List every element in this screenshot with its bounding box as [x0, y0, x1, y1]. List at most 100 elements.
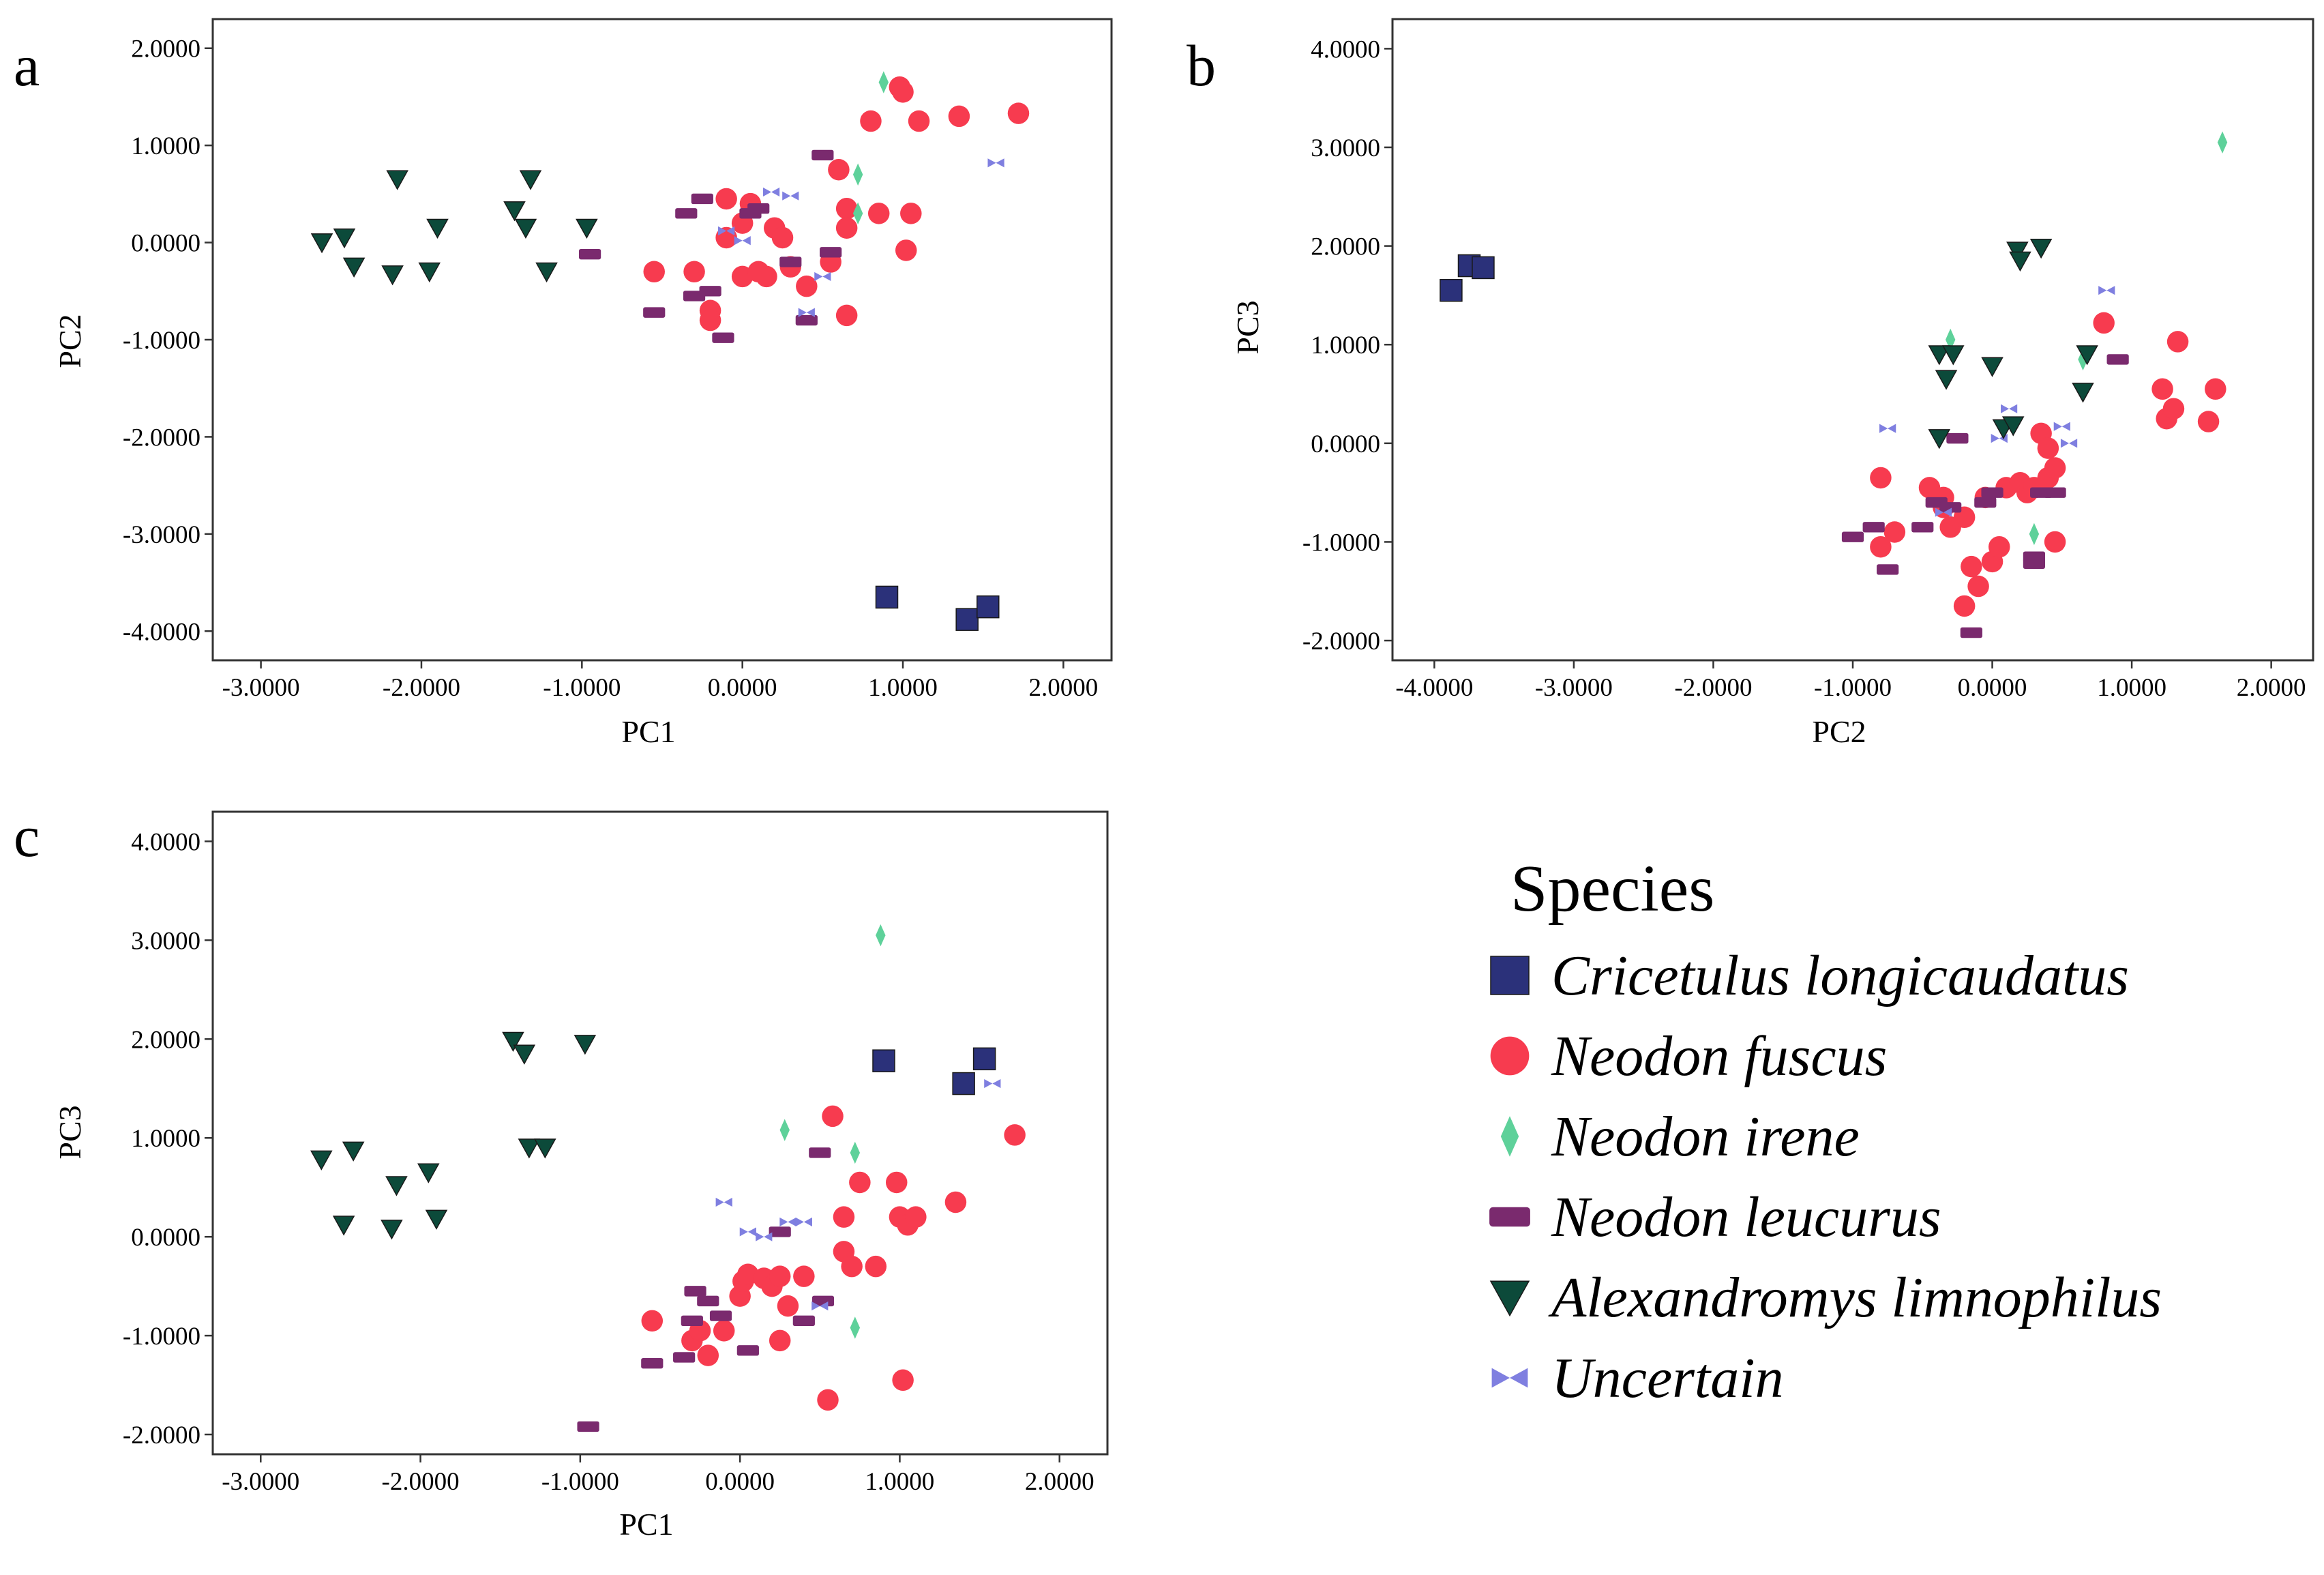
point-limnophilus	[519, 170, 542, 190]
y-tick-label: 2.0000	[131, 1026, 200, 1054]
point-fuscus	[895, 239, 917, 261]
point-limnophilus	[426, 218, 449, 239]
point-limnophilus	[1941, 345, 1965, 366]
point-fuscus	[697, 1344, 719, 1366]
y-tick-label: 1.0000	[131, 132, 200, 160]
point-leucurus	[1841, 531, 1864, 542]
legend-label-irene: Neodon irene	[1551, 1105, 1860, 1168]
point-limnophilus	[310, 233, 333, 254]
panel-letter-c: c	[14, 804, 40, 869]
point-fuscus	[833, 1206, 855, 1228]
point-fuscus	[865, 1255, 887, 1278]
point-limnophilus	[333, 228, 356, 249]
point-fuscus	[828, 159, 850, 181]
y-axis-label: PC2	[53, 314, 87, 368]
point-limnophilus	[332, 1216, 355, 1236]
point-leucurus	[699, 286, 721, 297]
x-tick-label: -4.0000	[1395, 674, 1473, 702]
point-cricetulus	[955, 608, 979, 631]
point-fuscus	[1988, 535, 2010, 558]
x-axis-label: PC2	[1812, 714, 1866, 749]
point-leucurus	[681, 1315, 703, 1327]
point-uncertain	[779, 1217, 796, 1227]
x-tick-label: 2.0000	[2237, 674, 2306, 702]
point-fuscus	[1883, 521, 1906, 543]
legend-swatch-limnophilus	[1489, 1280, 1530, 1317]
point-limnophilus	[381, 1220, 403, 1240]
y-tick-label: 1.0000	[131, 1125, 200, 1153]
point-fuscus	[1007, 102, 1030, 124]
point-uncertain	[739, 1227, 756, 1237]
x-tick-label: -1.0000	[1814, 674, 1892, 702]
point-fuscus	[867, 203, 890, 224]
point-leucurus	[1981, 487, 2003, 498]
point-fuscus	[835, 304, 858, 327]
point-fuscus	[641, 1310, 664, 1332]
point-fuscus	[769, 1329, 791, 1352]
point-fuscus	[2151, 378, 2173, 400]
point-limnophilus	[1935, 370, 1958, 390]
y-tick-label: -2.0000	[123, 424, 200, 452]
point-limnophilus	[1928, 345, 1951, 366]
point-irene	[2029, 522, 2040, 546]
point-leucurus	[795, 314, 818, 326]
point-leucurus	[811, 1295, 835, 1307]
y-tick-label: 3.0000	[131, 927, 200, 955]
point-uncertain	[734, 236, 751, 246]
point-leucurus	[675, 208, 698, 219]
point-leucurus	[792, 1315, 815, 1327]
x-axis-label: PC1	[619, 1507, 673, 1542]
point-fuscus	[1953, 595, 1976, 617]
point-fuscus	[2205, 378, 2226, 400]
point-irene	[876, 924, 886, 947]
point-fuscus	[1870, 535, 1892, 558]
point-fuscus	[892, 1369, 914, 1392]
y-tick-label: 3.0000	[1311, 134, 1380, 162]
point-fuscus	[892, 81, 914, 103]
point-fuscus	[771, 226, 794, 249]
point-uncertain	[984, 1078, 1001, 1089]
point-fuscus	[756, 265, 777, 288]
point-limnophilus	[418, 262, 441, 283]
legend-label-limnophilus: Alexandromys limnophilus	[1548, 1266, 2162, 1329]
point-leucurus	[577, 1421, 599, 1432]
point-uncertain	[1935, 507, 1952, 517]
point-fuscus	[796, 275, 818, 297]
point-cricetulus	[952, 1072, 975, 1095]
point-fuscus	[944, 1191, 967, 1213]
point-limnophilus	[386, 170, 408, 190]
point-limnophilus	[518, 1138, 541, 1159]
point-uncertain	[2053, 422, 2070, 431]
panel-c: c -3.0000 -2.0000 -1.0000 0.0000 1.0000 2.0000…	[14, 804, 1109, 1542]
y-tick-label: 2.0000	[131, 35, 200, 63]
x-tick-label: -2.0000	[382, 1468, 460, 1496]
point-leucurus	[769, 1226, 791, 1237]
point-fuscus	[849, 1171, 871, 1194]
point-limnophilus	[513, 1044, 536, 1065]
point-cricetulus	[875, 585, 899, 609]
point-uncertain	[782, 191, 799, 201]
x-tick-label: 0.0000	[705, 1468, 775, 1496]
point-irene	[850, 1141, 861, 1164]
legend-label-leucurus: Neodon leucurus	[1551, 1186, 1941, 1249]
point-leucurus	[2044, 487, 2066, 498]
y-tick-label: 1.0000	[1311, 332, 1380, 359]
point-uncertain	[2060, 439, 2078, 448]
legend-title: Species	[1510, 852, 1714, 926]
point-fuscus	[948, 105, 970, 128]
point-limnophilus	[514, 218, 537, 239]
point-fuscus	[713, 1320, 735, 1342]
point-limnophilus	[576, 218, 598, 239]
point-leucurus	[691, 193, 713, 205]
point-limnophilus	[2076, 345, 2098, 366]
point-leucurus	[684, 1286, 706, 1297]
point-limnophilus	[2072, 383, 2094, 403]
point-leucurus	[712, 332, 734, 343]
point-fuscus	[793, 1265, 815, 1287]
panel-letter-b: b	[1187, 33, 1216, 98]
panel-letter-a: a	[14, 33, 40, 98]
point-leucurus	[2106, 354, 2129, 365]
x-tick-label: 0.0000	[708, 674, 777, 702]
point-fuscus	[1967, 575, 1989, 598]
point-limnophilus	[381, 265, 404, 286]
